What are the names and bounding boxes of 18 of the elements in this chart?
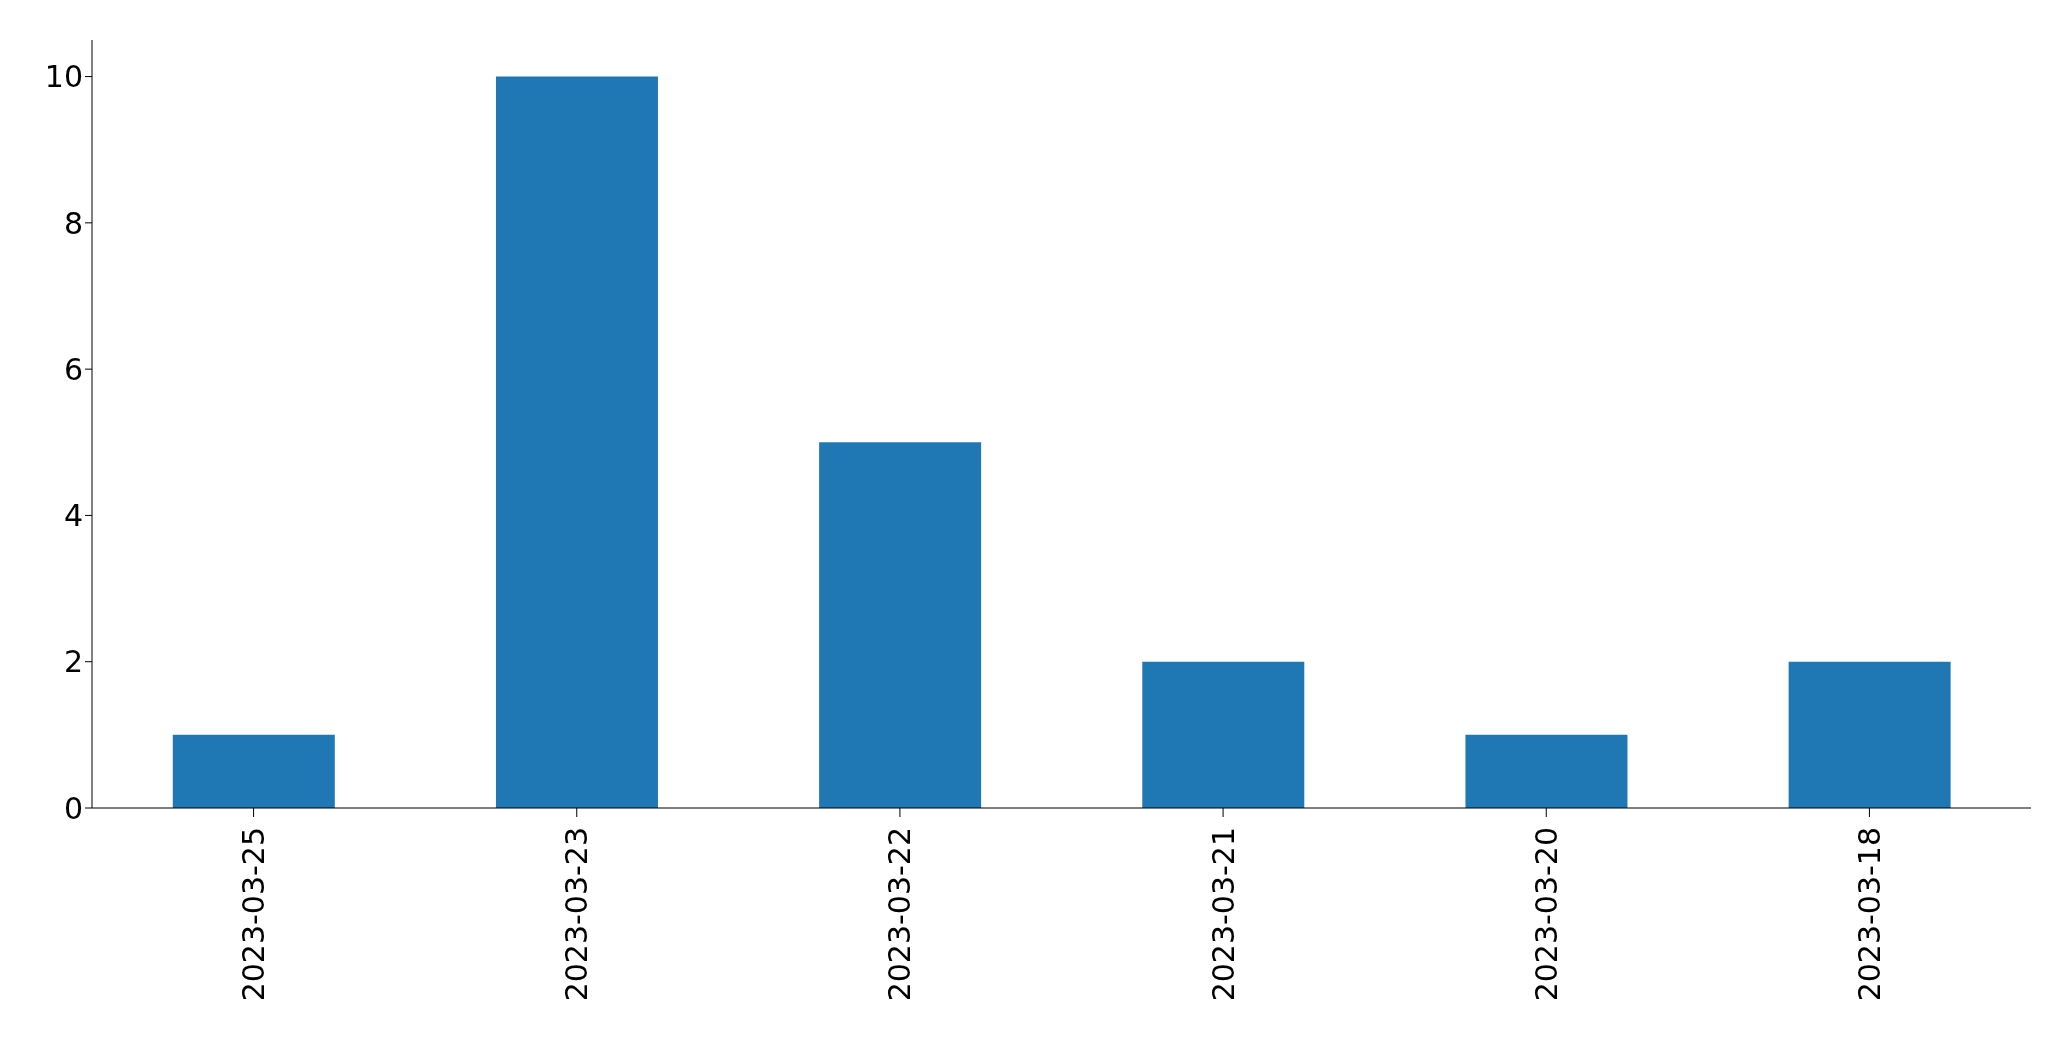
y-tick-label: 4 bbox=[63, 498, 83, 534]
y-tick-label: 10 bbox=[44, 59, 83, 95]
bar bbox=[1142, 661, 1305, 808]
bar bbox=[1788, 661, 1951, 808]
y-tick-label: 6 bbox=[63, 351, 83, 387]
bar bbox=[819, 442, 982, 808]
x-tick-label: 2023-03-18 bbox=[1851, 827, 1887, 1002]
bar bbox=[172, 734, 335, 808]
bar bbox=[495, 76, 658, 808]
y-tick-label: 8 bbox=[63, 205, 83, 241]
x-tick-label: 2023-03-20 bbox=[1528, 827, 1564, 1002]
y-tick-label: 0 bbox=[63, 790, 83, 826]
x-tick-label: 2023-03-23 bbox=[559, 827, 595, 1002]
x-tick-label: 2023-03-25 bbox=[236, 827, 272, 1002]
x-tick-label: 2023-03-22 bbox=[882, 827, 918, 1002]
y-tick-label: 2 bbox=[63, 644, 83, 680]
x-tick-label: 2023-03-21 bbox=[1205, 827, 1241, 1002]
bar bbox=[1465, 734, 1628, 808]
